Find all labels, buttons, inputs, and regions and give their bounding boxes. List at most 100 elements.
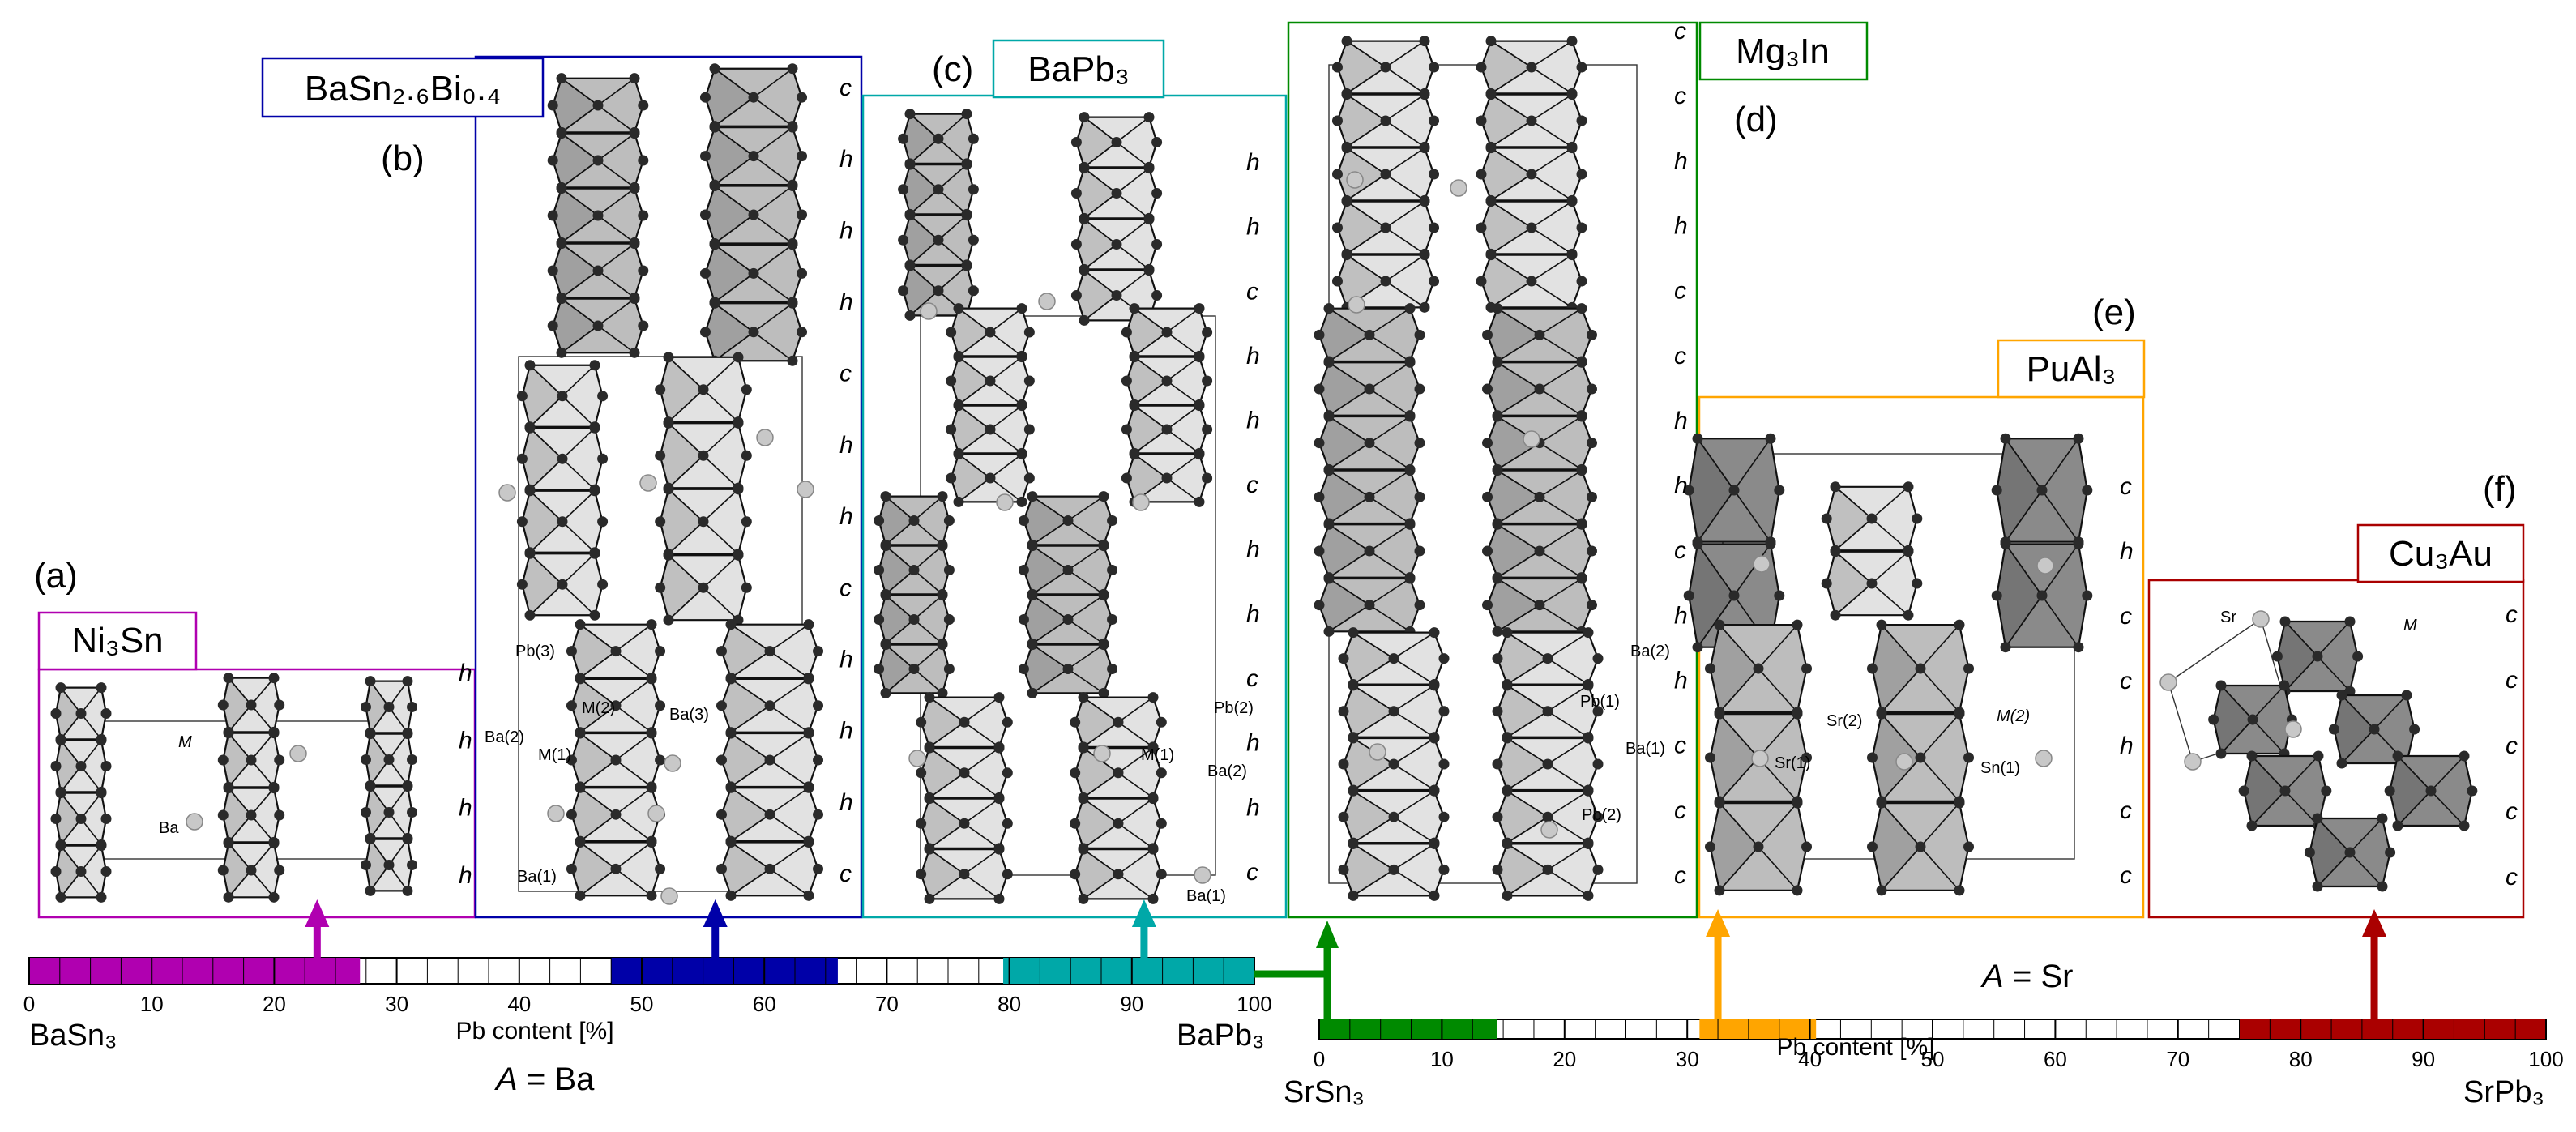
- scale-ba-tick-label-10: 100: [1237, 992, 1271, 1016]
- c-col5-oct3-atom0: [880, 639, 891, 651]
- stacking-letter-f-2: c: [2506, 733, 2518, 759]
- d-col1-oct4-atom3: [1419, 301, 1430, 313]
- c-col2-oct2-atom0: [1079, 214, 1090, 225]
- d-col5-oct2-atom4: [1338, 758, 1349, 770]
- c-col7-oct3-atom0: [924, 844, 935, 855]
- scale-ba-a-value: = Ba: [527, 1062, 595, 1097]
- a-col3-oct3-atom3: [402, 885, 413, 896]
- c-col2-oct2-atom6: [1111, 239, 1122, 250]
- c-ball1: [1038, 293, 1056, 310]
- d-col4-oct5-atom5: [1586, 600, 1597, 611]
- d-col3-oct2-atom1: [1404, 411, 1416, 422]
- b-col2-oct2-atom1: [787, 181, 798, 192]
- f-oct4-atom6: [2279, 785, 2291, 797]
- d-col1-oct3-atom6: [1380, 222, 1391, 233]
- e-ball4: [2035, 750, 2053, 767]
- stacking-letter-c-5: c: [1246, 472, 1258, 498]
- f-oct3-atom6: [2369, 724, 2380, 735]
- stacking-letter-c-1: h: [1246, 214, 1260, 241]
- panel-b-title: BaSn₂.₆Bi₀.₄: [305, 69, 501, 109]
- scale-ba-tick-label-7: 70: [875, 992, 899, 1016]
- d-col6-oct4-atom5: [1592, 864, 1604, 875]
- scale-sr-tick-label-6: 60: [2044, 1047, 2067, 1071]
- b-col2-oct4-atom0: [709, 297, 720, 309]
- structure-f: [2159, 610, 2478, 892]
- b-col2-oct1-atom4: [699, 151, 711, 162]
- atom-label-c-m1: M(1): [1141, 746, 1174, 764]
- d-col6-oct2-atom6: [1542, 758, 1553, 770]
- d-col6-oct4-atom6: [1542, 864, 1553, 875]
- d-col1-oct0-atom1: [1419, 36, 1430, 47]
- d-col4-oct5-atom2: [1492, 626, 1503, 637]
- e-col3-oct1-atom3: [2073, 642, 2084, 653]
- a-col3-oct0-atom5: [407, 702, 418, 712]
- c-col2-oct2-atom5: [1151, 239, 1163, 250]
- c-col5-oct2-atom0: [880, 590, 891, 601]
- composition-scale-sr: 0 10 20 30 40 50 60 70 80 90 100: [1314, 909, 2564, 1071]
- d-col1-oct0-atom4: [1331, 62, 1343, 73]
- d-col5-oct4-atom4: [1338, 864, 1349, 875]
- panel-d-title: Mg₃In: [1736, 32, 1830, 71]
- d-col1-oct1-atom0: [1341, 89, 1352, 100]
- e-col2-oct1-atom6: [1866, 578, 1878, 589]
- f-oct5-atom4: [2384, 785, 2395, 797]
- c-col5-oct1-atom4: [874, 565, 885, 575]
- d-col2-oct3-atom6: [1526, 222, 1537, 233]
- e-col4-oct2-atom1: [1792, 797, 1803, 809]
- c-col8-oct1-atom0: [1078, 742, 1089, 754]
- a-col2-oct0-atom4: [217, 699, 229, 711]
- c-col6-oct2-atom6: [1062, 614, 1074, 625]
- b-col6-oct3-atom5: [813, 809, 824, 820]
- a-col2-oct3-atom1: [268, 838, 280, 849]
- f-oct5-atom5: [2467, 785, 2478, 797]
- c-ball6: [1194, 866, 1211, 884]
- e-col5-oct2-atom6: [1915, 841, 1926, 852]
- b-col3-oct2-atom5: [597, 516, 609, 528]
- c-col2-oct3-atom6: [1111, 290, 1122, 301]
- b-col5-oct2-atom1: [646, 728, 657, 739]
- c-col4-oct2-atom5: [1202, 424, 1213, 435]
- c-col5-oct2-atom6: [908, 614, 920, 625]
- d-col3-oct4-atom5: [1414, 545, 1425, 557]
- d-col2-oct4-atom4: [1476, 276, 1487, 287]
- f-oct1-atom0: [2279, 616, 2291, 627]
- b-col2-oct2-atom5: [797, 209, 808, 220]
- d-col5-oct4-atom0: [1348, 838, 1359, 849]
- b-col5-oct3-atom1: [646, 782, 657, 793]
- d-col5-oct3-atom6: [1388, 811, 1399, 822]
- b-col5-oct2-atom6: [610, 754, 622, 766]
- b-col2-oct4-atom6: [748, 327, 759, 338]
- e-col1-oct0-atom0: [1692, 433, 1703, 444]
- d-col6-oct3-atom6: [1542, 811, 1553, 822]
- stacking-letter-d-11: c: [1674, 733, 1686, 759]
- c-col8-oct1-atom5: [1156, 767, 1167, 779]
- d-col2-oct1-atom6: [1526, 115, 1537, 126]
- c-col2-oct3-atom0: [1079, 265, 1090, 276]
- d-col6-oct1-atom5: [1592, 706, 1604, 717]
- atom-label-d-ba1: Ba(1): [1625, 740, 1665, 758]
- e-col5-oct2-atom3: [1954, 885, 1965, 896]
- a-col1-oct3-atom1: [96, 840, 107, 852]
- e-col1-oct1-atom4: [1683, 590, 1694, 601]
- stacking-letter-c-4: h: [1246, 408, 1260, 434]
- c-col8-oct1-atom4: [1070, 767, 1081, 779]
- b-col4-oct2-atom1: [733, 484, 744, 495]
- b-col5-oct1-atom4: [566, 700, 577, 711]
- d-col5-oct1-atom4: [1338, 706, 1349, 717]
- c-col7-oct2-atom4: [916, 818, 927, 829]
- b-col6-oct3-atom4: [716, 809, 727, 820]
- b-col6-oct4-atom1: [803, 836, 814, 848]
- stacking-letter-f-3: c: [2506, 798, 2518, 825]
- e-col4-oct2-atom0: [1714, 797, 1725, 809]
- stacking-letter-c-3: h: [1246, 343, 1260, 370]
- c-col6-oct1-atom6: [1062, 565, 1074, 575]
- c-col7-oct2-atom1: [993, 793, 1005, 805]
- c-col6-oct3-atom1: [1098, 639, 1109, 651]
- c-col8-oct0-atom6: [1113, 716, 1124, 728]
- c-col2-oct3-atom2: [1079, 314, 1090, 326]
- b-col5-oct3-atom4: [566, 809, 577, 820]
- d-col1-oct2-atom4: [1331, 169, 1343, 180]
- b-col1-oct3-atom6: [592, 265, 604, 276]
- a-col2-oct1-atom6: [246, 754, 257, 766]
